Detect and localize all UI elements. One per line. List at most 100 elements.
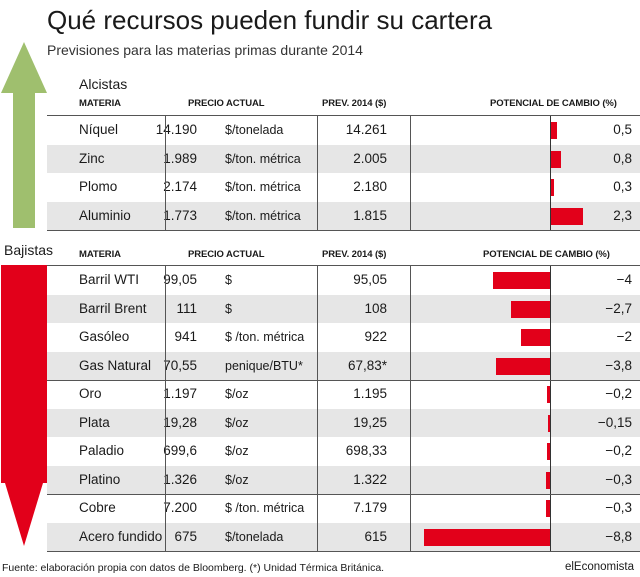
row-name: Níquel [79, 122, 119, 137]
row-potential-label: −2,7 [605, 301, 632, 316]
row-price: 2.174 [163, 179, 197, 194]
potential-bar [550, 179, 555, 196]
row-name: Plomo [79, 179, 118, 194]
column-divider [165, 116, 166, 230]
table-row: Cobre 7.200 $ /ton. métrica 7.179 −0,3 [47, 494, 640, 522]
header-materia: MATERIA [79, 249, 121, 260]
header-prev: PREV. 2014 ($) [322, 98, 387, 109]
column-divider [317, 116, 318, 230]
row-name: Paladio [79, 443, 125, 458]
row-prev: 67,83* [347, 358, 387, 373]
row-unit: $/oz [225, 387, 249, 401]
row-name: Platino [79, 472, 121, 487]
row-unit: $/tonelada [225, 123, 284, 137]
row-unit: $/ton. métrica [225, 180, 301, 194]
footer-source: Fuente: elaboración propia con datos de … [2, 562, 385, 574]
row-prev: 14.261 [345, 122, 387, 137]
table-row: Acero fundido 675 $/tonelada 615 −8,8 [47, 523, 640, 551]
row-prev: 1.815 [353, 208, 387, 223]
row-unit: $/ton. métrica [225, 209, 301, 223]
table-row: Gas Natural 70,55 penique/BTU* 67,83* −3,8 [47, 352, 640, 380]
row-name: Cobre [79, 500, 116, 515]
column-divider [317, 266, 318, 551]
row-prev: 2.180 [353, 179, 387, 194]
row-potential-label: −3,8 [605, 358, 632, 373]
row-potential-label: −0,2 [605, 386, 632, 401]
row-unit: $/oz [225, 473, 249, 487]
row-unit: $ [225, 302, 232, 316]
section-bottom-line [47, 230, 640, 231]
row-price: 7.200 [163, 500, 197, 515]
row-price: 1.326 [163, 472, 197, 487]
potential-bar [545, 500, 550, 517]
potential-bar [521, 329, 550, 346]
row-potential-label: −0,3 [605, 500, 632, 515]
row-price: 941 [174, 329, 197, 344]
row-price: 70,55 [163, 358, 197, 373]
group-divider [47, 494, 640, 495]
row-prev: 1.195 [353, 386, 387, 401]
row-price: 675 [174, 529, 197, 544]
row-prev: 95,05 [353, 272, 387, 287]
row-unit: $/oz [225, 416, 249, 430]
header-potencial: POTENCIAL DE CAMBIO (%) [490, 98, 617, 109]
group-divider [47, 380, 640, 381]
chart-title: Qué recursos pueden fundir su cartera [47, 5, 493, 35]
header-prev: PREV. 2014 ($) [322, 249, 387, 260]
header-precio: PRECIO ACTUAL [188, 249, 265, 260]
column-divider [165, 266, 166, 551]
table-row: Oro 1.197 $/oz 1.195 −0,2 [47, 380, 640, 408]
row-potential-label: 2,3 [613, 208, 632, 223]
row-name: Barril Brent [79, 301, 147, 316]
row-price: 699,6 [163, 443, 197, 458]
table-row: Aluminio 1.773 $/ton. métrica 1.815 2,3 [47, 202, 640, 230]
row-prev: 922 [364, 329, 387, 344]
row-unit: $/tonelada [225, 530, 284, 544]
row-prev: 698,33 [345, 443, 387, 458]
row-price: 19,28 [163, 415, 197, 430]
footer-brand: elEconomista [564, 561, 634, 573]
row-prev: 2.005 [353, 151, 387, 166]
row-potential-label: −8,8 [605, 529, 632, 544]
header-potencial: POTENCIAL DE CAMBIO (%) [483, 249, 610, 260]
row-name: Aluminio [79, 208, 131, 223]
row-price: 99,05 [163, 272, 197, 287]
row-potential-label: 0,3 [613, 179, 632, 194]
row-name: Plata [79, 415, 110, 430]
header-precio: PRECIO ACTUAL [188, 98, 265, 109]
up-arrow-icon [1, 42, 47, 228]
row-prev: 19,25 [353, 415, 387, 430]
table-row: Zinc 1.989 $/ton. métrica 2.005 0,8 [47, 145, 640, 173]
row-potential-label: −0,2 [605, 443, 632, 458]
potential-bar [424, 529, 550, 546]
zero-axis [550, 266, 551, 551]
section-label-bajistas: Bajistas [4, 242, 54, 258]
table-row: Gasóleo 941 $ /ton. métrica 922 −2 [47, 323, 640, 351]
table-row: Barril WTI 99,05 $95,05 −4 [47, 266, 640, 294]
row-name: Zinc [79, 151, 105, 166]
row-potential-label: 0,5 [613, 122, 632, 137]
row-name: Oro [79, 386, 102, 401]
row-name: Gas Natural [79, 358, 152, 373]
potential-bar [492, 272, 550, 289]
row-potential-label: −4 [616, 272, 632, 287]
table-row: Platino 1.326 $/oz 1.322 −0,3 [47, 466, 640, 494]
zero-axis [550, 116, 551, 230]
row-unit: $ [225, 273, 232, 287]
section-bottom-line [47, 551, 640, 552]
row-name: Gasóleo [79, 329, 130, 344]
chart-subtitle: Previsiones para las materias primas dur… [47, 42, 363, 58]
potential-bar [547, 443, 550, 460]
potential-bar [550, 122, 558, 139]
row-name: Barril WTI [79, 272, 139, 287]
row-price: 1.989 [163, 151, 197, 166]
row-price: 14.190 [155, 122, 197, 137]
row-prev: 1.322 [353, 472, 387, 487]
column-divider [410, 266, 411, 551]
row-unit: $ /ton. métrica [225, 330, 305, 344]
section-top-line [47, 265, 640, 266]
down-arrow-shape [1, 265, 47, 546]
down-arrow-icon [1, 265, 47, 546]
row-potential-label: 0,8 [613, 151, 632, 166]
row-unit: penique/BTU* [225, 359, 303, 373]
